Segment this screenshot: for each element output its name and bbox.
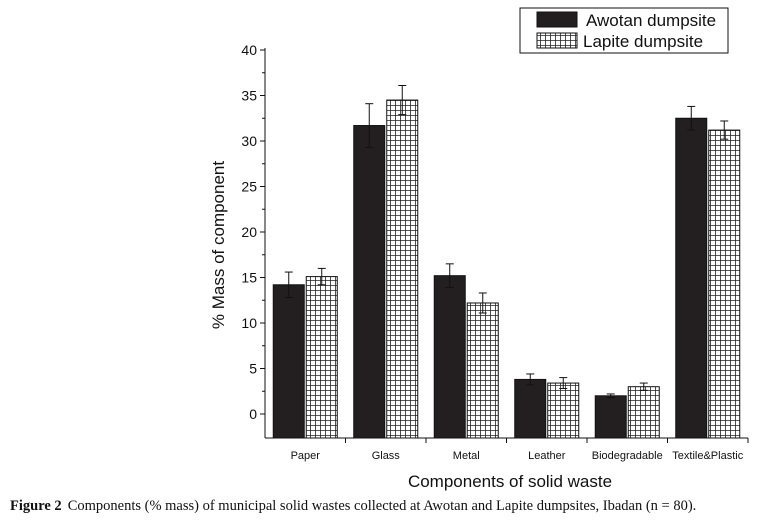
- x-tick-label: Textile&Plastic: [672, 450, 743, 462]
- y-tick-label: 40: [241, 42, 257, 58]
- x-tick-label: Glass: [372, 450, 401, 462]
- legend-swatch-lapite: [536, 32, 578, 49]
- legend: Awotan dumpsite Lapite dumpsite: [519, 7, 729, 54]
- axes: 0 5 10 15 20 25 30 35 40 Paper Glass Metal Leather Bi…: [241, 42, 749, 462]
- y-tick-label: 30: [241, 133, 257, 149]
- y-tick-label: 35: [241, 88, 257, 104]
- bar-awotan: [433, 275, 466, 439]
- y-tick-label: 20: [241, 224, 257, 240]
- bar-awotan: [594, 395, 627, 439]
- bar-lapite: [708, 129, 741, 439]
- bar-awotan: [353, 125, 386, 439]
- bar-lapite: [305, 276, 338, 439]
- y-tick-label: 10: [241, 315, 257, 331]
- y-tick-label: 5: [249, 361, 257, 377]
- bars: [272, 84, 741, 439]
- y-tick-label: 0: [249, 406, 257, 422]
- y-tick-label: 15: [241, 270, 257, 286]
- figure-caption: Figure 2 Components (% mass) of municipal…: [10, 498, 770, 515]
- bar-lapite: [547, 382, 580, 439]
- y-tick-label: 25: [241, 179, 257, 195]
- caption-label: Figure 2: [10, 498, 62, 514]
- bar-chart: 0 5 10 15 20 25 30 35 40 Paper Glass Metal Leather Bi…: [209, 7, 749, 491]
- x-tick-label: Metal: [453, 450, 480, 462]
- x-tick-label: Leather: [528, 450, 566, 462]
- bar-lapite: [627, 386, 660, 439]
- x-tick-label: Biodegradable: [592, 450, 663, 462]
- bar-lapite: [386, 99, 419, 439]
- bar-awotan: [514, 378, 547, 439]
- legend-label: Awotan dumpsite: [586, 11, 716, 30]
- x-tick-label: Paper: [291, 450, 321, 462]
- caption-text: Components (% mass) of municipal solid w…: [67, 498, 697, 514]
- bar-lapite: [466, 302, 499, 439]
- bar-awotan: [272, 284, 305, 439]
- y-axis-label: % Mass of component: [209, 161, 228, 329]
- bar-awotan: [675, 117, 708, 439]
- legend-swatch-awotan: [536, 11, 578, 28]
- legend-label: Lapite dumpsite: [583, 32, 703, 51]
- x-axis-label: Components of solid waste: [408, 472, 612, 491]
